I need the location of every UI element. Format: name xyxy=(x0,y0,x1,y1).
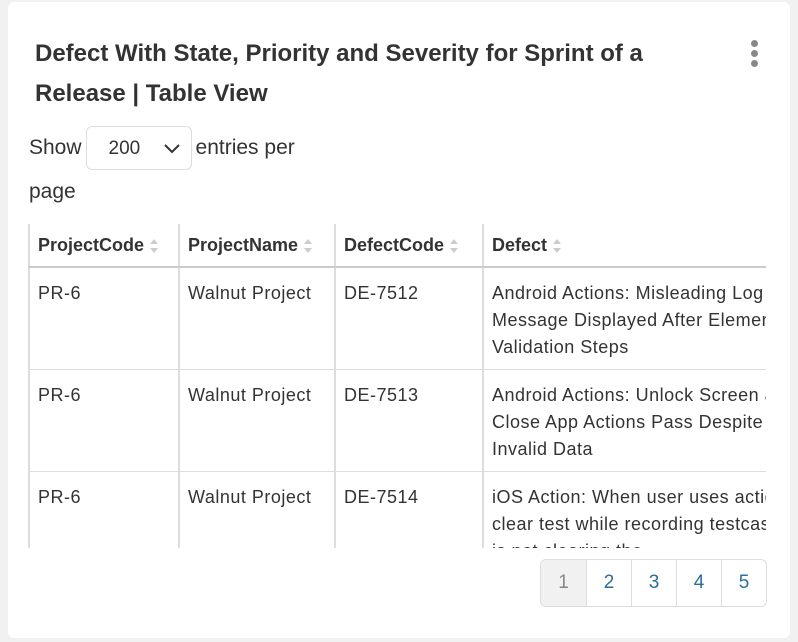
data-table: ProjectCode ProjectName DefectCode Defect P… xyxy=(28,224,766,548)
column-header-text: ProjectCode xyxy=(38,234,145,255)
table-container: ProjectCode ProjectName DefectCode Defect P… xyxy=(28,224,766,548)
column-header-text: DefectCode xyxy=(344,234,445,255)
show-label: Show xyxy=(29,136,82,159)
entries-select[interactable]: 200 xyxy=(85,126,192,171)
column-header-text: ProjectName xyxy=(188,234,299,255)
table-row: PR-6 Walnut Project DE-7513 Android Actions… xyxy=(28,369,766,472)
table-cell: DE-7513 xyxy=(335,369,484,472)
table-cell: Android Actions: Misleading Log Message … xyxy=(483,267,766,370)
length-control: Show 200 entries per page xyxy=(29,126,339,214)
entries-label: entries per page xyxy=(29,136,295,204)
table-cell: Walnut Project xyxy=(179,369,336,472)
table-cell: DE-7514 xyxy=(335,471,484,548)
page-button[interactable]: 4 xyxy=(676,560,721,606)
widget-card: Defect With State, Priority and Severity… xyxy=(8,2,790,638)
table-cell: DE-7512 xyxy=(335,267,484,370)
table-cell: Walnut Project xyxy=(179,471,336,548)
table-row: PR-6 Walnut Project DE-7512 Android Actions… xyxy=(28,267,766,370)
column-header-text: Defect xyxy=(492,234,548,255)
column-header[interactable]: ProjectName xyxy=(179,224,336,268)
table-body: PR-6 Walnut Project DE-7512 Android Actions… xyxy=(28,267,766,548)
table-cell: PR-6 xyxy=(28,267,180,370)
header-row: ProjectCode ProjectName DefectCode Defect xyxy=(28,224,766,268)
menu-button[interactable] xyxy=(748,40,760,68)
table-row: PR-6 Walnut Project DE-7514 iOS Action: Whe… xyxy=(28,471,766,548)
table-cell: Android Actions: Unlock Screen and Close… xyxy=(483,369,766,472)
page-button[interactable]: 5 xyxy=(721,560,766,606)
select-value: 200 xyxy=(108,138,141,160)
table-cell: PR-6 xyxy=(28,369,180,472)
column-header[interactable]: Defect xyxy=(483,224,766,268)
table-cell: PR-6 xyxy=(28,471,180,548)
page-button[interactable]: 3 xyxy=(631,560,676,606)
table-cell: Walnut Project xyxy=(179,267,336,370)
page-button[interactable]: 2 xyxy=(586,560,631,606)
table-cell: iOS Action: When user uses action clear … xyxy=(483,471,766,548)
widget-title: Defect With State, Priority and Severity… xyxy=(35,40,643,107)
page-button[interactable]: 1 xyxy=(541,560,586,606)
column-header[interactable]: ProjectCode xyxy=(28,224,180,268)
column-header[interactable]: DefectCode xyxy=(335,224,484,268)
